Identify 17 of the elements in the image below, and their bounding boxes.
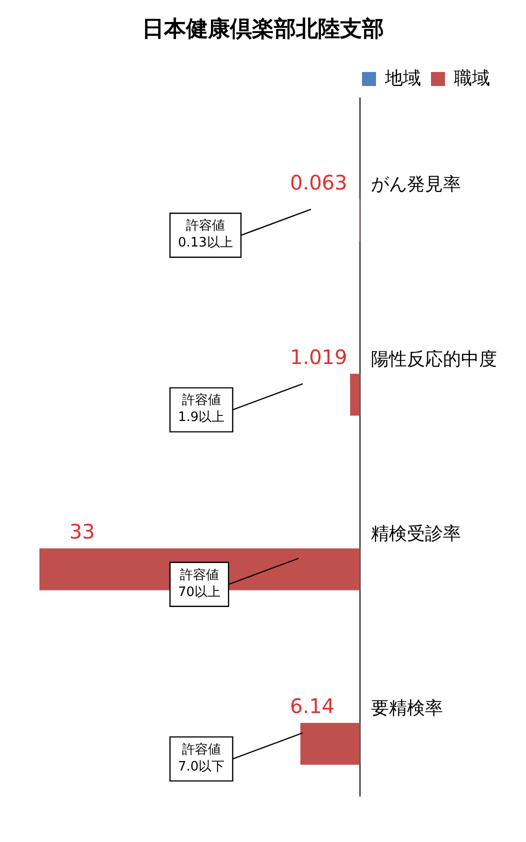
annotation: 許容値 1.9以上 bbox=[178, 392, 225, 426]
data-label: 0.063 bbox=[290, 170, 348, 194]
annotation: 許容値 7.0以下 bbox=[178, 741, 225, 774]
y-tick-label: 精検受診率 bbox=[371, 523, 461, 544]
y-tick-label: 陽性反応的中度 bbox=[371, 348, 497, 369]
y-tick-label: 要精検率 bbox=[371, 698, 443, 718]
legend-label: 職域 bbox=[454, 68, 490, 88]
y-tick-label: がん発見率 bbox=[371, 174, 461, 194]
annotation: 許容値 0.13以上 bbox=[178, 218, 233, 251]
bar bbox=[300, 722, 360, 765]
data-label: 1.019 bbox=[290, 344, 348, 369]
legend-label: 地域 bbox=[384, 68, 421, 88]
bar bbox=[350, 374, 360, 416]
data-label: 33 bbox=[69, 519, 95, 544]
chart-title: 日本健康倶楽部北陸支部 bbox=[141, 16, 385, 44]
annotation: 許容値 70以上 bbox=[178, 566, 221, 600]
data-label: 6.14 bbox=[290, 694, 335, 718]
